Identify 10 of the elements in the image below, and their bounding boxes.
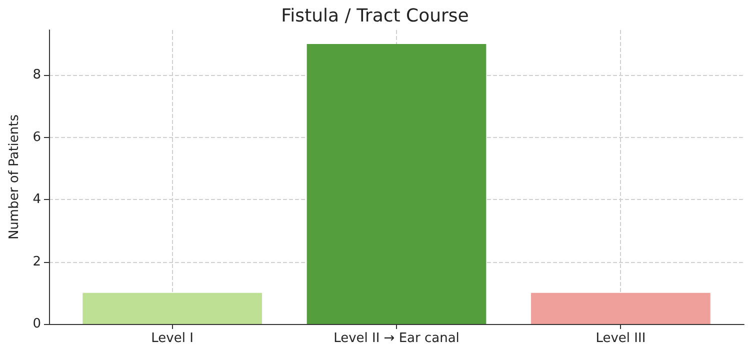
y-axis-title: Number of Patients bbox=[7, 114, 22, 240]
x-tick-label: Level III bbox=[596, 331, 646, 346]
y-tick-label: 2 bbox=[32, 254, 41, 270]
y-tick-label: 0 bbox=[32, 316, 41, 332]
y-tick-label: 8 bbox=[32, 68, 41, 83]
y-tick-label: 4 bbox=[32, 192, 41, 208]
x-tick-label: Level I bbox=[151, 331, 194, 346]
y-tick-label: 6 bbox=[32, 130, 41, 145]
chart-title: Fistula / Tract Course bbox=[281, 6, 469, 26]
x-tick-label: Level II → Ear canal bbox=[334, 331, 460, 346]
